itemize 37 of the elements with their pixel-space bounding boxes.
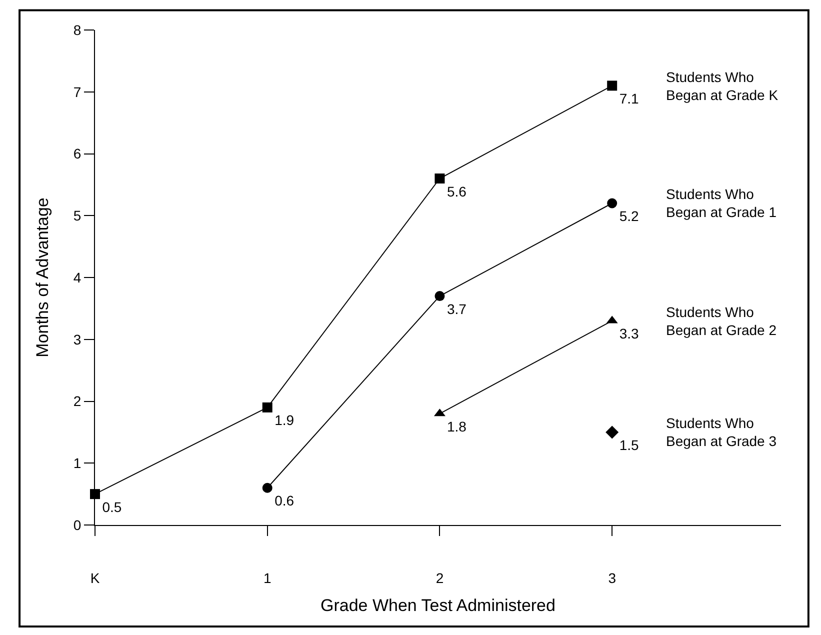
point — [262, 402, 272, 412]
y-tick-label: 8 — [73, 22, 82, 38]
y-tick-label: 0 — [73, 516, 82, 533]
point — [606, 426, 619, 439]
data-label: 5.6 — [446, 183, 467, 200]
x-tick-label: 1 — [263, 570, 272, 586]
text: Students Who Began at Grade 2 — [666, 304, 777, 338]
y-axis-title: Months of Advantage — [32, 198, 52, 358]
y-tick-label: 4 — [73, 269, 82, 286]
point — [434, 291, 445, 302]
point — [607, 198, 618, 208]
y-tick-label: 7 — [73, 84, 82, 100]
text: Students Who Began at Grade 1 — [666, 186, 777, 220]
text: Students Who Began at Grade K — [666, 69, 779, 104]
y-tick-label: 6 — [73, 146, 82, 162]
point — [90, 489, 100, 500]
text: Students Who Began at Grade 3 — [666, 415, 777, 450]
point — [262, 482, 272, 493]
y-tick-label: 1 — [73, 455, 82, 472]
data-label: 1.5 — [619, 436, 640, 453]
data-label: 1.8 — [446, 418, 467, 434]
y-tick-label: 3 — [73, 331, 82, 348]
x-tick-label: K — [90, 570, 100, 586]
data-label: 3.3 — [619, 326, 640, 342]
point — [607, 80, 618, 91]
x-tick-label: 2 — [436, 570, 444, 586]
y-tick-label: 5 — [73, 208, 82, 224]
data-label: 0.5 — [102, 498, 122, 515]
data-label: 3.7 — [446, 300, 467, 317]
point — [434, 174, 445, 184]
x-axis-title: Grade When Test Administered — [320, 596, 556, 616]
data-label: 5.2 — [619, 208, 640, 224]
x-tick-label: 3 — [608, 570, 616, 586]
data-label: 0.6 — [274, 492, 294, 509]
data-label: 1.9 — [274, 412, 294, 428]
data-label: 7.1 — [619, 90, 640, 106]
y-tick-label: 2 — [73, 393, 82, 410]
